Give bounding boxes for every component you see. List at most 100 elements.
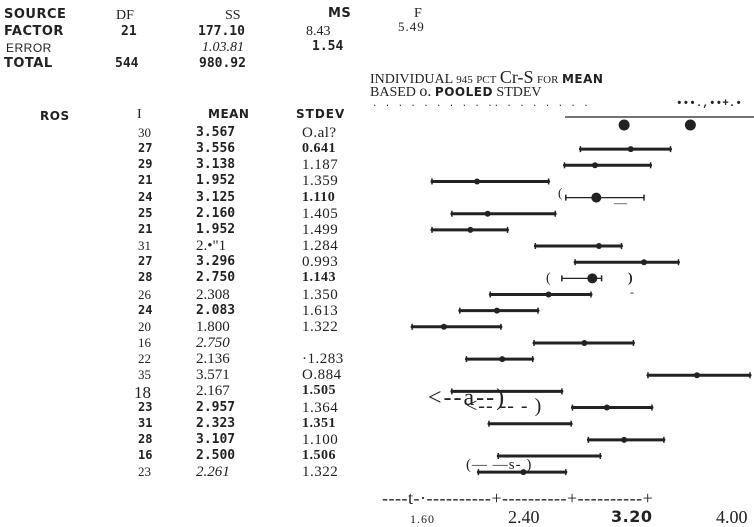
garbled-scale-row: •••.,••+.• <box>676 98 743 110</box>
axis-label: 3.20 <box>611 507 653 526</box>
ci-marker-dot <box>618 119 630 131</box>
row-n: 20 <box>138 318 151 334</box>
ci-header-word: POOLED <box>434 85 493 99</box>
garble-fragment: ( <box>558 185 563 200</box>
ci-marker-center <box>641 259 647 266</box>
garble-fragment: ) <box>628 271 633 286</box>
row-n: 18 <box>134 383 151 403</box>
ci-marker-center <box>627 146 634 153</box>
anova-ss: 980.92 <box>199 56 246 71</box>
ci-header-word: FOR <box>537 74 559 86</box>
ci-marker-center <box>545 291 552 298</box>
row-mean: 2.136 <box>196 351 230 368</box>
ci-marker-center <box>467 226 474 233</box>
axis-label: 2.40 <box>508 507 540 527</box>
anova-ms: 8.43 <box>306 24 331 39</box>
row-stdev: ·1.283 <box>302 351 344 368</box>
ci-marker-center <box>493 307 500 314</box>
ci-header-word: PCT <box>476 74 497 86</box>
row-stdev: 1.350 <box>302 286 339 303</box>
ci-marker-center <box>694 372 700 379</box>
row-n: 28 <box>138 431 153 446</box>
anova-header-source: SOURCE <box>4 7 67 22</box>
ci-header-line1: INDIVIDUAL 945 PCT Cr-S FOR MEAN <box>370 68 603 87</box>
ci-marker-dot <box>684 119 696 131</box>
row-mean: 3.571 <box>196 367 230 384</box>
row-n: 25 <box>138 205 153 220</box>
ci-header-word: o. <box>419 83 432 100</box>
row-stdev: 1.506 <box>302 448 336 463</box>
garble-fragment: - <box>630 285 634 299</box>
garble-fragment: (— —s- ) <box>466 457 533 473</box>
row-n: 23 <box>138 464 151 480</box>
row-mean: 2.083 <box>196 302 236 318</box>
row-mean: 2.160 <box>196 205 236 221</box>
row-n: 22 <box>138 351 151 367</box>
ci-marker-dot <box>587 273 598 284</box>
row-stdev: 1.284 <box>302 238 339 255</box>
row-stdev: 1.351 <box>302 415 336 431</box>
axis-label: 1.60 <box>410 512 435 526</box>
garble-fragment: — <box>614 195 627 210</box>
row-mean: 1.952 <box>196 173 236 189</box>
anova-header-f: F <box>414 6 422 21</box>
row-mean: 2.261 <box>196 464 230 481</box>
ci-marker-center <box>499 356 506 363</box>
row-stdev: O.al? <box>302 125 337 141</box>
col-mean-header: MEAN <box>208 107 250 121</box>
anova-header-df: DF <box>116 8 134 23</box>
row-n: 27 <box>138 254 153 269</box>
ci-marker-center <box>581 339 588 346</box>
row-stdev: 1.143 <box>302 270 336 286</box>
row-n: 16 <box>138 448 153 462</box>
ci-marker-center <box>595 243 602 250</box>
row-stdev: O.884 <box>302 367 342 384</box>
garble-fragment: <-- -- - ) <box>466 395 543 417</box>
row-stdev: 1.322 <box>302 318 339 335</box>
garble-fragment: ( <box>546 271 551 286</box>
anova-source-total: TOTAL <box>4 56 53 71</box>
anova-ss: 1.03.81 <box>202 40 244 55</box>
row-n: 27 <box>138 141 153 156</box>
ci-header-word: 945 <box>456 74 473 86</box>
ci-marker-center <box>440 323 447 330</box>
row-stdev: 1.499 <box>302 221 339 238</box>
row-n: 26 <box>138 286 151 302</box>
ci-marker-dot <box>591 192 602 203</box>
row-mean: 3.567 <box>196 125 236 140</box>
row-n: 35 <box>138 367 151 383</box>
anova-source-error: ERROR <box>6 41 52 55</box>
row-mean: 3.556 <box>196 141 236 157</box>
anova-df: 544 <box>115 56 139 71</box>
row-n: 16 <box>138 334 151 350</box>
row-stdev: 0.641 <box>302 141 336 157</box>
row-mean: 3.138 <box>196 157 236 173</box>
row-mean: 2.167 <box>196 383 230 400</box>
axis-dashline: ----t-·----------+----------+----------+ <box>382 488 654 508</box>
row-stdev: 1.322 <box>302 464 339 481</box>
row-mean: 2.750 <box>196 270 236 286</box>
row-n: 21 <box>138 221 153 236</box>
ci-marker-center <box>484 210 491 217</box>
ci-header-word: STDEV <box>496 85 542 100</box>
row-mean: 2.957 <box>196 399 236 415</box>
row-n: 21 <box>138 173 153 188</box>
anova-header-ms: MS <box>328 6 352 21</box>
row-n: 30 <box>138 125 151 140</box>
ci-header-line2: BASED o. POOLED STDEV <box>370 84 542 100</box>
row-mean: 3.125 <box>196 189 236 205</box>
row-n: 23 <box>138 399 153 414</box>
row-stdev: 1.405 <box>302 205 339 222</box>
row-mean: 3.296 <box>196 254 236 270</box>
row-n: 29 <box>138 157 153 172</box>
row-mean: 2.750 <box>196 334 230 351</box>
row-mean: 2.•"1 <box>196 238 227 255</box>
ci-header-word: INDIVIDUAL <box>370 72 453 87</box>
col-level-header: ROS <box>40 109 70 123</box>
garbled-scale-row: · · · · · · · · · ·· · · · · · · · <box>372 101 590 111</box>
row-mean: 2.500 <box>196 448 236 463</box>
row-n: 31 <box>138 415 153 430</box>
ci-marker-center <box>591 162 598 169</box>
ci-header-word: Cr-S <box>499 67 534 87</box>
